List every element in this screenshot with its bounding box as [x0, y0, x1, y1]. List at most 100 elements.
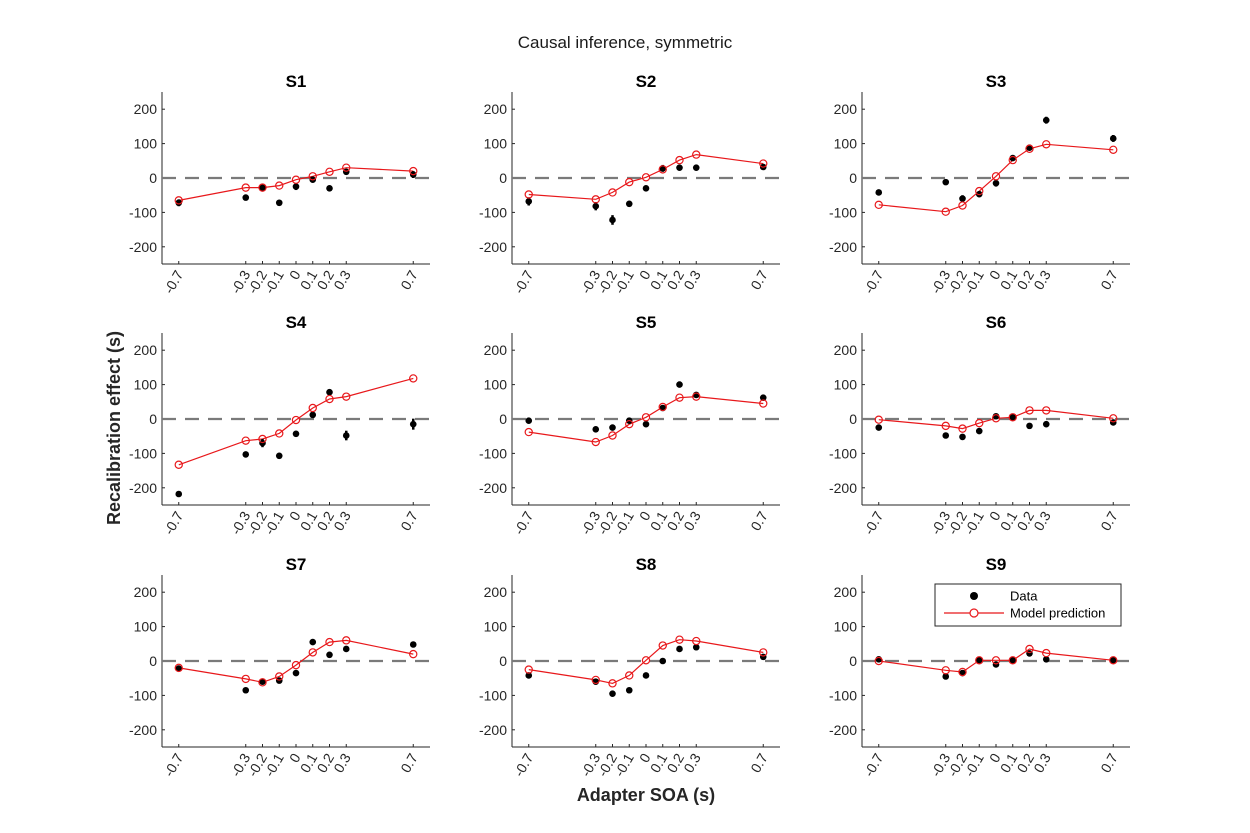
model-point	[874, 200, 883, 210]
data-point	[309, 411, 317, 419]
model-point	[291, 660, 301, 670]
model-point	[174, 663, 183, 673]
x-tick-label: -0.7	[860, 750, 886, 779]
y-tick-label: -200	[129, 480, 157, 496]
x-tick-label: 0.7	[1097, 508, 1121, 533]
y-tick-label: 100	[834, 136, 858, 152]
data-point	[175, 199, 183, 207]
model-prediction-line	[528, 639, 764, 685]
model-point	[174, 196, 183, 205]
panel-title: S6	[986, 313, 1007, 332]
model-point	[275, 429, 284, 438]
y-tick-label: 200	[134, 101, 158, 117]
y-tick-label: 0	[499, 411, 507, 427]
data-point	[275, 199, 283, 207]
x-tick-label: -0.7	[160, 508, 186, 537]
model-point	[591, 675, 600, 685]
x-tick-label: -0.1	[261, 508, 287, 537]
y-tick-label: -200	[479, 239, 507, 255]
x-tick-label: 0.3	[1030, 508, 1054, 533]
y-tick-label: -200	[829, 239, 857, 255]
data-point	[242, 451, 250, 458]
y-tick-label: 0	[849, 653, 857, 669]
y-tick-label: 200	[834, 584, 858, 600]
panel-title: S2	[636, 72, 657, 91]
x-tick-label: -0.1	[611, 750, 637, 779]
x-tick-label: 0.3	[1030, 267, 1054, 292]
x-tick-label: 0.3	[1030, 750, 1054, 775]
model-point	[325, 637, 334, 647]
y-tick-label: -200	[129, 239, 157, 255]
model-prediction-line	[178, 167, 414, 201]
y-tick-label: -200	[479, 480, 507, 496]
model-point	[675, 635, 684, 644]
data-point	[259, 184, 266, 191]
y-tick-label: 100	[484, 377, 508, 393]
data-point	[175, 490, 183, 498]
y-tick-label: -100	[829, 204, 857, 220]
y-tick-label: -100	[479, 445, 507, 461]
x-tick-label: -0.7	[160, 267, 186, 296]
model-point	[342, 392, 351, 401]
model-point	[692, 150, 701, 159]
data-point	[525, 417, 533, 425]
model-point	[874, 656, 883, 666]
y-tick-label: -200	[829, 722, 857, 738]
data-point	[676, 164, 683, 171]
data-point	[676, 381, 683, 388]
data-point	[942, 673, 950, 680]
model-point	[1042, 648, 1051, 658]
data-point	[592, 202, 600, 210]
data-point	[642, 672, 650, 679]
y-tick-label: 0	[849, 170, 857, 186]
y-tick-label: 200	[834, 101, 858, 117]
x-tick-label: -0.1	[611, 508, 637, 537]
model-point	[658, 402, 667, 412]
x-tick-label: 0.7	[397, 750, 421, 775]
y-tick-label: 100	[834, 377, 858, 393]
data-point	[625, 686, 633, 694]
model-point	[975, 418, 984, 428]
data-point	[292, 669, 300, 677]
data-point	[1109, 657, 1117, 664]
model-point	[291, 175, 301, 184]
x-tick-label: -0.7	[860, 267, 886, 296]
data-point	[875, 189, 883, 196]
y-tick-label: 100	[484, 619, 508, 635]
data-point	[175, 665, 183, 672]
data-point	[975, 427, 983, 435]
x-tick-label: 0.7	[747, 750, 771, 775]
model-point	[174, 460, 183, 469]
y-tick-label: 100	[484, 136, 508, 152]
model-prediction-line	[878, 143, 1114, 213]
data-point	[609, 216, 616, 224]
data-point	[959, 433, 966, 441]
model-point	[1008, 155, 1017, 165]
data-point	[975, 657, 983, 664]
data-point	[592, 426, 600, 433]
data-point	[242, 194, 250, 201]
x-tick-label: 0.3	[680, 267, 704, 292]
model-point	[991, 414, 1001, 423]
legend-model-marker	[969, 608, 979, 618]
data-point	[525, 198, 533, 205]
y-tick-label: -100	[829, 445, 857, 461]
model-point	[759, 648, 768, 657]
y-tick-label: 200	[134, 584, 158, 600]
model-point	[1109, 145, 1118, 154]
model-point	[991, 172, 1001, 181]
y-tick-label: 100	[834, 619, 858, 635]
model-point	[258, 183, 267, 192]
model-point	[759, 399, 768, 408]
model-point	[241, 674, 250, 684]
model-prediction-line	[528, 395, 764, 443]
model-point	[958, 201, 967, 210]
model-point	[409, 166, 418, 176]
model-point	[308, 403, 317, 413]
x-axis-label: Adapter SOA (s)	[577, 785, 715, 805]
panel-title: S8	[636, 555, 657, 574]
model-point	[658, 165, 667, 174]
